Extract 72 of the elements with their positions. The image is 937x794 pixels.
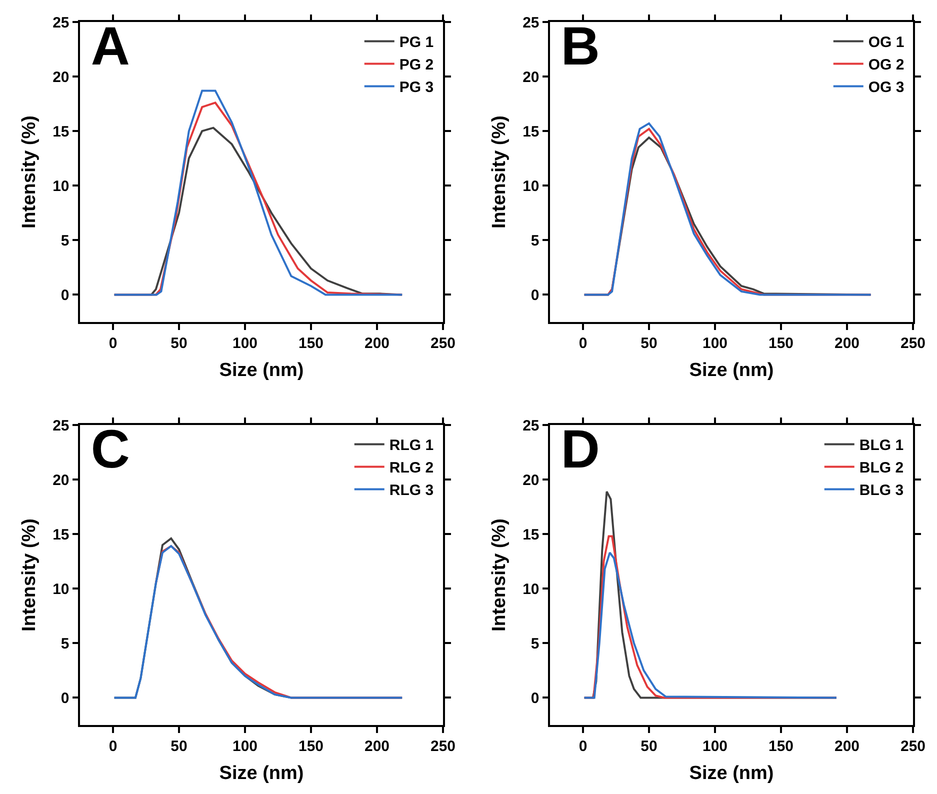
x-tick-label: 0 [578, 738, 588, 755]
legend-label: BLG 3 [859, 482, 904, 500]
y-tick-label: 15 [522, 123, 540, 140]
y-axis-title: Intensity (%) [488, 518, 510, 632]
y-axis-title: Intensity (%) [488, 116, 510, 228]
y-tick-label: 0 [60, 690, 70, 707]
y-tick-label: 5 [60, 635, 70, 652]
y-tick-label: 15 [52, 526, 70, 544]
x-tick-label: 200 [364, 334, 390, 352]
y-tick-label: 10 [522, 178, 540, 195]
y-tick-label: 0 [60, 286, 70, 304]
x-axis-title: Size (nm) [689, 763, 774, 784]
x-axis-title: Size (nm) [689, 360, 774, 382]
x-axis-title: Size (nm) [219, 763, 304, 784]
y-tick-label: 15 [522, 526, 540, 544]
y-tick-label: 5 [60, 232, 70, 250]
legend-label: PG 3 [399, 79, 434, 96]
x-tick-label: 100 [702, 738, 728, 755]
legend-label: RLG 3 [389, 482, 434, 500]
x-tick-label: 150 [298, 738, 324, 755]
y-tick-label: 25 [52, 14, 70, 32]
y-tick-label: 15 [52, 123, 70, 140]
x-tick-label: 100 [232, 334, 258, 352]
x-tick-label: 150 [768, 334, 794, 352]
x-tick-label: 0 [578, 334, 588, 352]
y-tick-label: 5 [530, 635, 540, 652]
legend-label: BLG 1 [859, 437, 904, 454]
x-tick-label: 50 [170, 334, 188, 352]
x-tick-label: 50 [640, 334, 658, 352]
x-tick-label: 200 [364, 738, 390, 755]
legend-label: PG 1 [399, 34, 434, 52]
x-tick-label: 200 [834, 334, 860, 352]
y-tick-label: 5 [530, 232, 540, 250]
chart-title: A [90, 16, 130, 76]
legend-label: OG 2 [868, 56, 904, 74]
x-tick-label: 50 [170, 738, 188, 755]
x-tick-label: 50 [640, 738, 658, 755]
legend-label: RLG 1 [389, 437, 434, 454]
legend-label: OG 1 [868, 34, 904, 52]
legend-label: OG 3 [868, 79, 904, 96]
x-tick-label: 150 [298, 334, 324, 352]
y-tick-label: 20 [52, 472, 70, 489]
chart-title: D [560, 419, 600, 480]
x-tick-label: 250 [430, 738, 456, 755]
x-tick-label: 100 [702, 334, 728, 352]
chart-title: C [90, 419, 130, 480]
y-tick-label: 25 [522, 14, 540, 32]
y-tick-label: 0 [530, 286, 540, 304]
x-axis-title: Size (nm) [219, 360, 304, 382]
x-tick-label: 0 [108, 334, 118, 352]
y-axis-title: Intensity (%) [18, 116, 40, 228]
legend-label: RLG 2 [389, 460, 434, 477]
y-axis-title: Intensity (%) [18, 518, 40, 632]
x-tick-label: 250 [430, 334, 456, 352]
y-tick-label: 25 [52, 417, 70, 434]
y-tick-label: 20 [522, 68, 540, 86]
y-tick-label: 10 [52, 178, 70, 195]
x-tick-label: 250 [900, 738, 926, 755]
y-tick-label: 20 [52, 68, 70, 86]
legend-label: PG 2 [399, 56, 434, 74]
x-tick-label: 250 [900, 334, 926, 352]
y-tick-label: 10 [52, 580, 70, 598]
x-tick-label: 200 [834, 738, 860, 755]
y-tick-label: 10 [522, 580, 540, 598]
x-tick-label: 0 [108, 738, 118, 755]
y-tick-label: 20 [522, 472, 540, 489]
chart-title: B [560, 16, 600, 76]
y-tick-label: 25 [522, 417, 540, 434]
legend-label: BLG 2 [859, 460, 904, 477]
x-tick-label: 100 [232, 738, 258, 755]
x-tick-label: 150 [768, 738, 794, 755]
y-tick-label: 0 [530, 690, 540, 707]
